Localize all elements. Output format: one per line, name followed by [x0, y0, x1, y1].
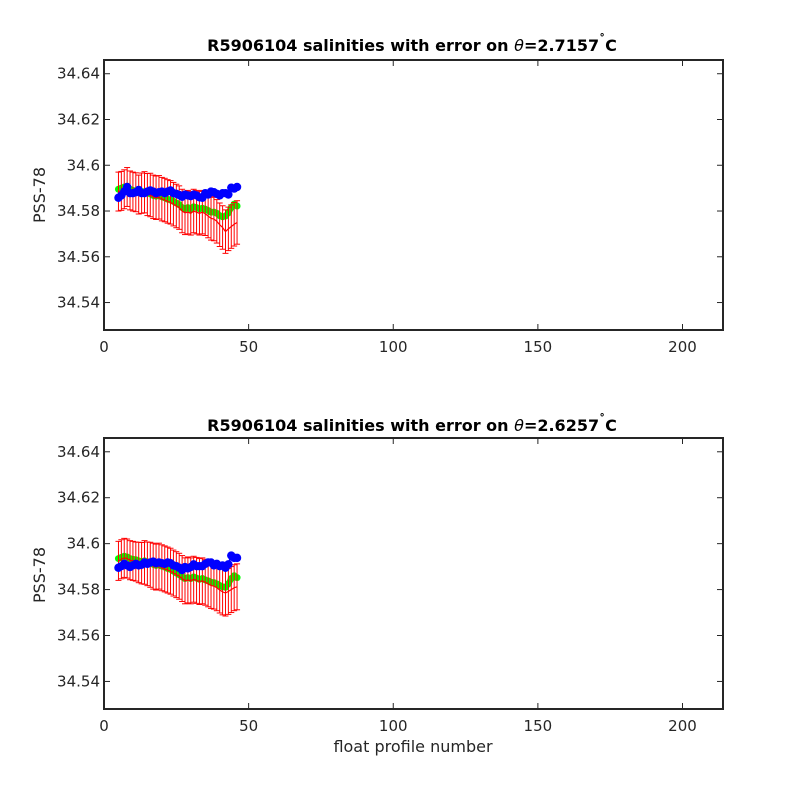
error-bar	[219, 205, 226, 250]
error-bar	[213, 199, 220, 244]
x-axis-label: float profile number	[333, 737, 493, 756]
y-tick-label: 34.62	[57, 110, 100, 128]
top-panel-tick-labels: 0 50 100 150 200 34.54 34.56 34.58 34.6 34.62 34.6…	[57, 65, 697, 356]
top-panel-y-axis-label: PSS-78	[30, 167, 49, 223]
top-panel-axes-box	[103, 59, 724, 331]
x-tick-label: 0	[99, 717, 109, 735]
calibrated-salinity-point	[232, 553, 242, 563]
x-tick-label: 50	[239, 338, 258, 356]
error-bar	[161, 545, 168, 593]
error-bar	[127, 540, 134, 581]
error-bar	[173, 551, 180, 599]
error-bar	[222, 209, 229, 254]
bottom-panel-y-axis-label: PSS-78	[30, 547, 49, 603]
top-panel-data	[114, 167, 242, 254]
calibrated-salinity-point	[232, 182, 242, 192]
error-bar	[164, 546, 171, 594]
error-bar	[216, 202, 223, 247]
y-tick-label: 34.58	[57, 581, 100, 599]
error-bar	[170, 549, 177, 597]
y-tick-label: 34.62	[57, 489, 100, 507]
error-bar	[115, 540, 122, 581]
y-tick-label: 34.6	[67, 535, 100, 553]
bottom-panel-title: R5906104 salinities with error on θ=2.62…	[207, 412, 617, 435]
error-bar	[161, 177, 168, 223]
x-tick-label: 100	[379, 338, 408, 356]
error-bar	[158, 544, 165, 592]
y-tick-label: 34.64	[57, 65, 100, 83]
bottom-panel-axes-box	[103, 437, 724, 710]
y-tick-label: 34.54	[57, 294, 100, 312]
error-bar	[115, 171, 122, 212]
error-bar	[147, 172, 154, 218]
error-bar	[118, 539, 125, 580]
top-salinity-panel: R5906104 salinities with error on θ=2.71…	[30, 32, 724, 356]
top-panel-title: R5906104 salinities with error on θ=2.71…	[207, 32, 617, 55]
y-tick-label: 34.6	[67, 156, 100, 174]
error-bar	[164, 179, 171, 224]
error-bar	[234, 200, 241, 245]
bottom-panel-tick-labels: 0 50 100 150 200 34.54 34.56 34.58 34.6 34.62 34.6…	[57, 443, 697, 735]
error-bar	[179, 555, 186, 603]
y-tick-label: 34.56	[57, 248, 100, 266]
x-tick-label: 200	[668, 717, 697, 735]
x-tick-label: 150	[524, 338, 553, 356]
x-tick-label: 200	[668, 338, 697, 356]
error-bar	[121, 537, 128, 578]
error-bar	[124, 538, 131, 579]
y-tick-label: 34.54	[57, 672, 100, 690]
error-bar	[158, 176, 165, 222]
y-tick-label: 34.56	[57, 627, 100, 645]
error-bar	[155, 175, 162, 220]
x-tick-label: 100	[379, 717, 408, 735]
y-tick-label: 34.58	[57, 202, 100, 220]
error-bar	[167, 547, 174, 595]
bottom-salinity-panel: R5906104 salinities with error on θ=2.62…	[30, 412, 724, 756]
y-tick-label: 34.64	[57, 443, 100, 461]
x-tick-label: 0	[99, 338, 109, 356]
bottom-panel-data	[114, 537, 242, 617]
error-bar	[176, 552, 183, 600]
x-tick-label: 50	[239, 717, 258, 735]
error-bar	[150, 174, 157, 220]
error-bar	[228, 204, 235, 249]
x-tick-label: 150	[524, 717, 553, 735]
error-bar	[225, 206, 232, 252]
error-bar	[234, 563, 241, 611]
error-bar	[231, 202, 238, 247]
calibrated-salinity-point	[224, 560, 233, 569]
calibrated-salinity-point	[224, 190, 233, 199]
